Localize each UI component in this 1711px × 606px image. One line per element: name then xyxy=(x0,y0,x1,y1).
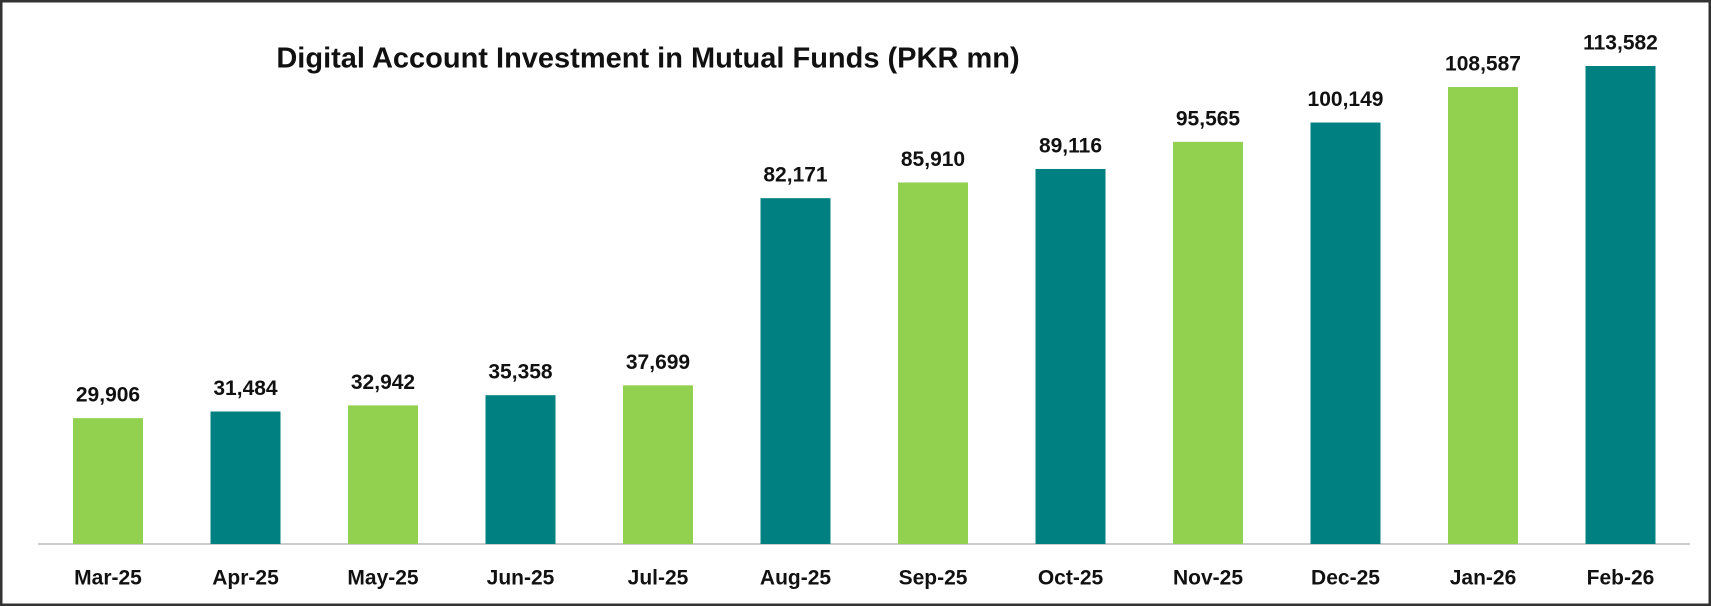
bar xyxy=(898,182,968,545)
x-tick-label: Nov-25 xyxy=(1173,567,1243,590)
value-label: 100,149 xyxy=(1308,88,1384,111)
x-tick-label: Dec-25 xyxy=(1311,567,1380,590)
x-tick-label: Feb-26 xyxy=(1587,567,1655,590)
value-label: 29,906 xyxy=(76,384,140,407)
bar xyxy=(1310,122,1381,544)
x-tick-label: Jun-25 xyxy=(487,567,555,590)
value-label: 32,942 xyxy=(351,371,415,394)
x-tick-label: Sep-25 xyxy=(899,567,968,590)
x-tick-label: Jan-26 xyxy=(1450,567,1517,590)
x-tick-label: Aug-25 xyxy=(760,567,831,590)
x-tick-label: Jul-25 xyxy=(628,567,689,590)
bar xyxy=(623,385,693,544)
x-tick-label: Oct-25 xyxy=(1038,567,1104,590)
x-tick-label: Mar-25 xyxy=(74,567,142,590)
bar xyxy=(485,395,556,544)
value-label: 37,699 xyxy=(626,351,690,374)
bar xyxy=(760,198,831,544)
bar xyxy=(1585,66,1656,544)
bar xyxy=(348,405,418,544)
bar xyxy=(1035,168,1106,544)
value-label: 113,582 xyxy=(1583,32,1658,55)
value-label: 95,565 xyxy=(1176,107,1241,130)
chart-title: Digital Account Investment in Mutual Fun… xyxy=(276,43,1019,75)
value-label: 31,484 xyxy=(213,377,278,400)
x-tick-label: Apr-25 xyxy=(212,567,279,590)
value-label: 89,116 xyxy=(1039,135,1102,158)
value-label: 85,910 xyxy=(901,148,965,171)
bar xyxy=(1173,141,1243,544)
value-label: 82,171 xyxy=(763,164,828,187)
bar xyxy=(210,411,281,544)
x-tick-label: May-25 xyxy=(347,567,419,590)
value-label: 108,587 xyxy=(1445,53,1521,76)
value-label: 35,358 xyxy=(488,361,553,384)
bar xyxy=(73,418,143,544)
bar xyxy=(1448,87,1518,544)
